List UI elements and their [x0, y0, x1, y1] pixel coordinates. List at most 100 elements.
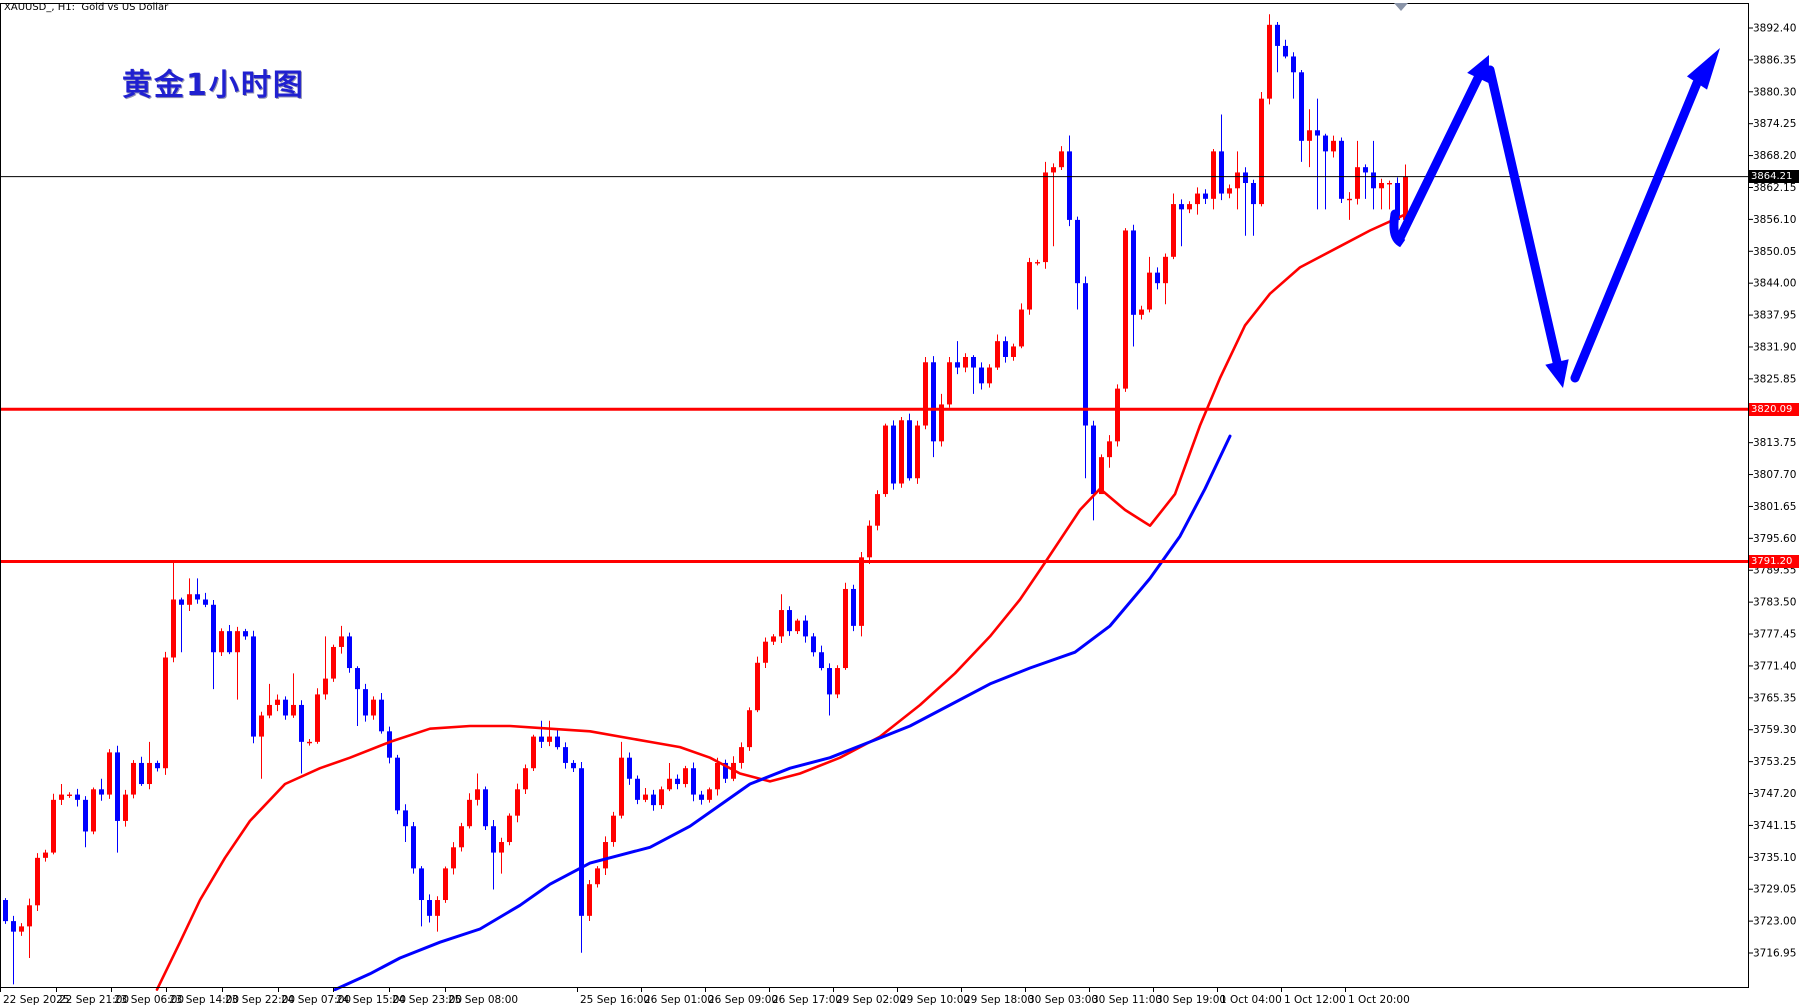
candle	[1203, 193, 1208, 199]
y-tick-label: 3807.70	[1753, 469, 1796, 481]
resistance-price-tag: 3820.09	[1749, 402, 1799, 416]
x-tick-label: 30 Sep 03:00	[1028, 994, 1098, 1006]
chart-shift-marker-icon[interactable]	[1394, 3, 1408, 11]
candle	[1035, 262, 1040, 264]
candle	[1379, 183, 1384, 189]
candle	[11, 921, 16, 932]
y-tick-label: 3729.05	[1753, 884, 1796, 896]
candle	[971, 356, 976, 368]
candle	[715, 762, 720, 790]
candle	[819, 652, 824, 669]
price-level-lines[interactable]	[0, 176, 1748, 564]
candle	[491, 826, 496, 853]
candle	[331, 646, 336, 679]
x-tick-label: 24 Sep 07:00	[281, 994, 351, 1006]
candle	[1131, 230, 1136, 315]
y-tick-label: 3874.25	[1753, 118, 1796, 130]
candle	[691, 768, 696, 795]
arrow-stroke[interactable]	[1389, 73, 1483, 248]
x-tick-label: 29 Sep 10:00	[900, 994, 970, 1006]
y-tick-label: 3837.95	[1753, 310, 1796, 322]
candle	[1387, 183, 1392, 185]
candle	[1227, 188, 1232, 194]
arrow-stroke[interactable]	[1485, 65, 1562, 367]
x-tick-label: 26 Sep 01:00	[644, 994, 714, 1006]
candle	[1075, 219, 1080, 284]
candle	[363, 689, 368, 716]
candle	[867, 525, 872, 558]
x-tick-label: 23 Sep 22:00	[225, 994, 295, 1006]
ma-slow-blue-line[interactable]	[333, 434, 1232, 992]
y-tick-label: 3777.45	[1753, 629, 1796, 641]
candle	[451, 847, 456, 869]
trend-projection-arrows[interactable]	[1389, 48, 1720, 388]
candle	[179, 599, 184, 605]
candle	[499, 842, 504, 853]
candle	[1155, 272, 1160, 284]
candle	[163, 657, 168, 769]
y-tick-label: 3856.10	[1753, 214, 1796, 226]
axes[interactable]: 3892.40 3886.35 3880.30 3874.25 3868.20 3862.…	[0, 23, 1797, 1007]
candle	[1395, 183, 1400, 220]
y-tick-label: 3886.35	[1753, 54, 1796, 66]
candle	[1099, 457, 1104, 495]
candle	[755, 662, 760, 711]
candle	[483, 789, 488, 827]
candle	[643, 794, 648, 800]
chinese-annotation[interactable]: 黄金1小时图	[122, 68, 305, 103]
candle	[507, 815, 512, 843]
candle	[315, 694, 320, 742]
candle	[1083, 283, 1088, 426]
candle	[987, 367, 992, 384]
candle	[891, 425, 896, 484]
candle	[427, 900, 432, 916]
candle	[963, 356, 968, 368]
y-tick-label: 3813.75	[1753, 437, 1796, 449]
y-tick-label: 3765.35	[1753, 692, 1796, 704]
candle	[539, 736, 544, 742]
candle	[1307, 130, 1312, 141]
candle	[83, 799, 88, 832]
candle	[475, 789, 480, 800]
x-tick-label: 29 Sep 18:00	[964, 994, 1034, 1006]
candle	[371, 699, 376, 716]
arrow-head[interactable]	[1545, 359, 1569, 388]
candle	[1139, 309, 1144, 315]
candle	[467, 799, 472, 827]
y-tick-label: 3801.65	[1753, 501, 1796, 513]
x-tick-label: 1 Oct 20:00	[1348, 994, 1410, 1006]
arrow-stroke[interactable]	[1570, 78, 1702, 383]
candle	[587, 884, 592, 916]
candle	[883, 425, 888, 495]
y-tick-label: 3753.25	[1753, 756, 1796, 768]
candle	[907, 420, 912, 479]
candle	[1019, 309, 1024, 347]
x-tick-label: 22 Sep 21:00	[59, 994, 129, 1006]
x-tick-label: 1 Oct 04:00	[1220, 994, 1282, 1006]
candle	[1283, 45, 1288, 57]
candle	[979, 367, 984, 384]
candle	[947, 362, 952, 405]
arrow-head[interactable]	[1467, 55, 1489, 84]
y-tick-label: 3771.40	[1753, 660, 1796, 672]
candle	[275, 699, 280, 705]
y-tick-label: 3850.05	[1753, 246, 1796, 258]
candle	[595, 868, 600, 885]
candle	[459, 826, 464, 848]
arrow-head[interactable]	[1686, 48, 1720, 90]
candle	[1091, 425, 1096, 495]
candle	[683, 768, 688, 785]
candle	[611, 815, 616, 843]
candle	[299, 704, 304, 742]
candle	[739, 747, 744, 763]
candle	[187, 594, 192, 605]
y-tick-label: 3831.90	[1753, 341, 1796, 353]
candle	[1011, 346, 1016, 357]
candle	[131, 762, 136, 795]
candle	[931, 362, 936, 442]
candle	[1243, 172, 1248, 184]
candle	[899, 420, 904, 484]
candle	[1291, 56, 1296, 73]
candle	[1299, 72, 1304, 141]
